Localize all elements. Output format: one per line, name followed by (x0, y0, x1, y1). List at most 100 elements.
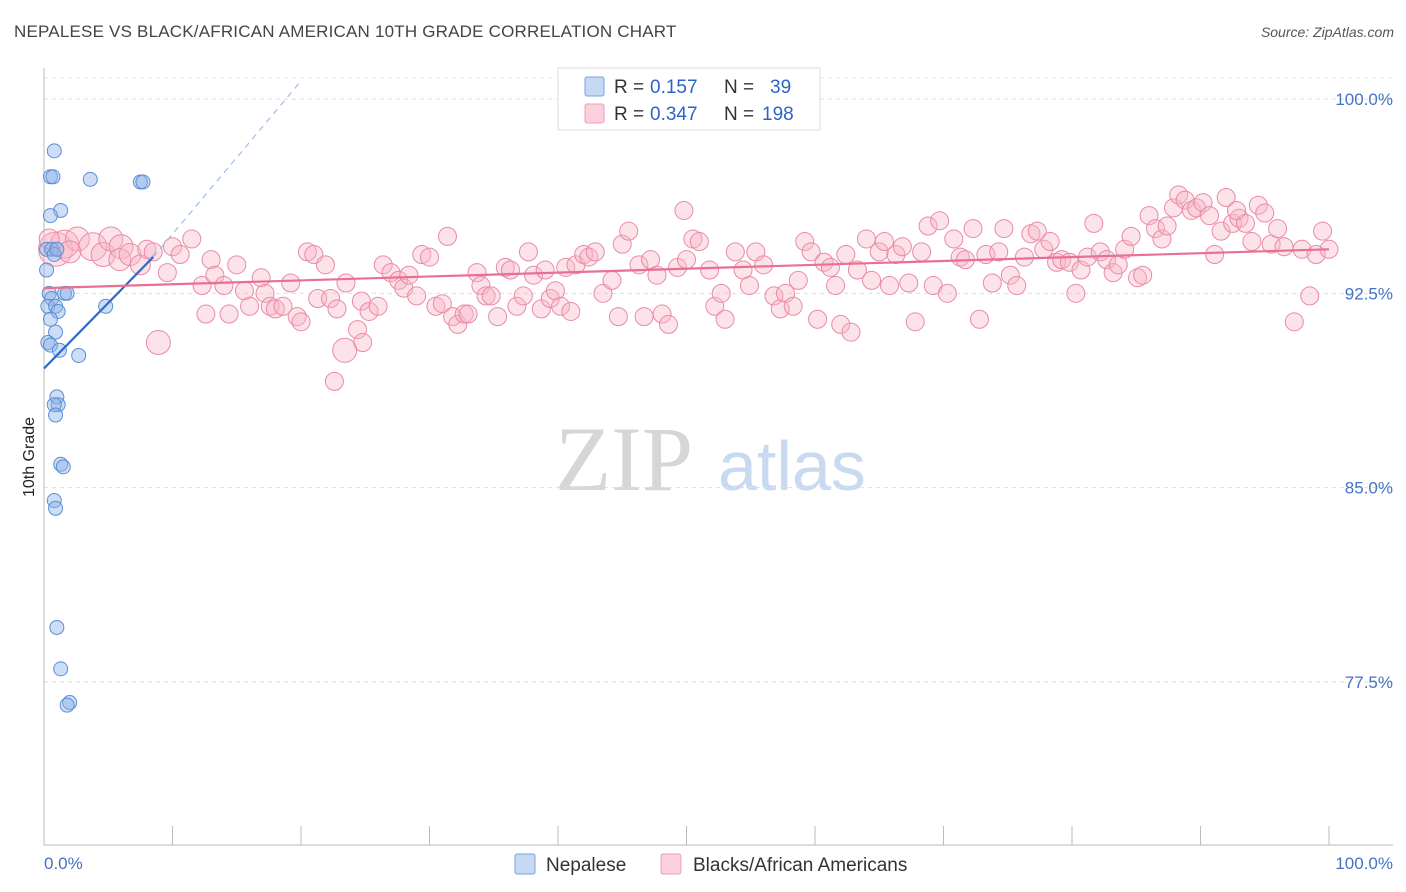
nepalese-point (46, 143, 62, 159)
blacks-point (163, 237, 182, 257)
blacks-point (944, 229, 964, 249)
blacks-point (273, 296, 293, 316)
blacks-point (1121, 226, 1141, 246)
legend-swatch-blacks (584, 103, 605, 124)
bottom-legend-blacks: Blacks/African Americans (693, 855, 907, 876)
legend-swatch-nepalese (584, 76, 605, 97)
blacks-point (336, 273, 356, 293)
blacks-point (448, 314, 468, 334)
blacks-point (467, 263, 487, 283)
blacks-point (227, 255, 247, 275)
blacks-point (507, 296, 527, 316)
blacks-point (1235, 213, 1255, 233)
legend-r-value-blacks: 0.347 (650, 104, 698, 125)
blacks-point (711, 283, 731, 303)
nepalese-point (49, 241, 65, 257)
blacks-point (602, 270, 622, 290)
blacks-point (831, 314, 851, 334)
blacks-point (869, 242, 889, 262)
blacks-point (1313, 221, 1333, 241)
nepalese-point (48, 500, 64, 516)
legend-n-label-1: N = (724, 77, 754, 98)
nepalese-point (45, 169, 61, 185)
blacks-point (108, 248, 132, 272)
blacks-point (373, 255, 393, 275)
bottom-legend-nepalese: Nepalese (546, 855, 626, 876)
blacks-point (715, 309, 735, 329)
nepalese-point (82, 171, 98, 187)
blacks-point (963, 219, 983, 239)
blacks-point (524, 265, 544, 285)
nepalese-point (40, 335, 56, 351)
blacks-point (754, 255, 774, 275)
blacks-point (1199, 206, 1219, 226)
blacks-point (170, 244, 190, 264)
blacks-point (1255, 203, 1275, 223)
blacks-point (551, 296, 571, 316)
nepalese-point (48, 324, 64, 340)
legend-r-label-2: R = (614, 104, 644, 125)
blacks-point (1007, 276, 1027, 296)
blacks-point (912, 242, 932, 262)
blacks-point (145, 330, 171, 356)
blacks-point (1248, 195, 1268, 215)
nepalese-point (39, 262, 55, 278)
legend-n-value-nepalese: 39 (770, 77, 791, 98)
legend-n-label-2: N = (724, 104, 754, 125)
blacks-point (1152, 229, 1172, 249)
blacks-point (1284, 312, 1304, 332)
blacks-point (255, 283, 275, 303)
nepalese-point (42, 337, 58, 353)
blacks-point (348, 320, 368, 340)
series-legend: Nepalese Blacks/African Americans (514, 853, 907, 876)
blacks-point (476, 286, 496, 306)
blacks-point (1229, 208, 1249, 228)
blacks-point (689, 232, 709, 252)
blacks-point (281, 273, 301, 293)
series-nepalese-points (39, 143, 151, 713)
blacks-point (989, 242, 1009, 262)
nepalese-trendline (43, 256, 155, 370)
blacks-point (1128, 268, 1148, 288)
blacks-point (593, 283, 613, 303)
blacks-point (795, 232, 815, 252)
blacks-point (1242, 232, 1262, 252)
blacks-point (619, 221, 639, 241)
y-axis-label: 10th Grade (21, 417, 38, 497)
nepalese-trendline-extension (152, 80, 302, 258)
blacks-point (143, 242, 163, 262)
blacks-point (157, 263, 177, 283)
nepalese-point (48, 407, 64, 423)
blacks-point (407, 286, 427, 306)
blacks-point (841, 322, 861, 342)
blacks-point (471, 276, 491, 296)
blacks-point (677, 250, 696, 270)
blacks-point (918, 216, 938, 236)
blacks-point (1226, 200, 1246, 220)
blacks-point (327, 299, 347, 319)
y-tick-labels: 100.0% 92.5% 85.0% 77.5% (1335, 90, 1393, 692)
blacks-point (1133, 265, 1153, 285)
blacks-point (969, 309, 989, 329)
blacks-point (579, 247, 599, 267)
watermark-atlas: atlas (718, 427, 866, 505)
blacks-point (1216, 188, 1236, 207)
blacks-point (1000, 265, 1020, 285)
blacks-point (1274, 237, 1294, 257)
blacks-point (1066, 283, 1086, 303)
blacks-point (518, 242, 538, 262)
blacks-point (574, 244, 594, 264)
blacks-point (1052, 250, 1072, 270)
nepalese-point (46, 493, 62, 509)
watermark-zip: ZIP (555, 408, 693, 510)
blacks-point (1040, 232, 1060, 252)
blacks-point (420, 247, 439, 267)
legend-n-value-blacks: 198 (762, 104, 794, 125)
nepalese-point (50, 303, 66, 319)
nepalese-point (51, 342, 67, 358)
blacks-point (659, 314, 679, 334)
blacks-point (739, 276, 759, 296)
blacks-point (399, 265, 419, 285)
legend-r-label-1: R = (614, 77, 644, 98)
blacks-point (982, 273, 1002, 293)
